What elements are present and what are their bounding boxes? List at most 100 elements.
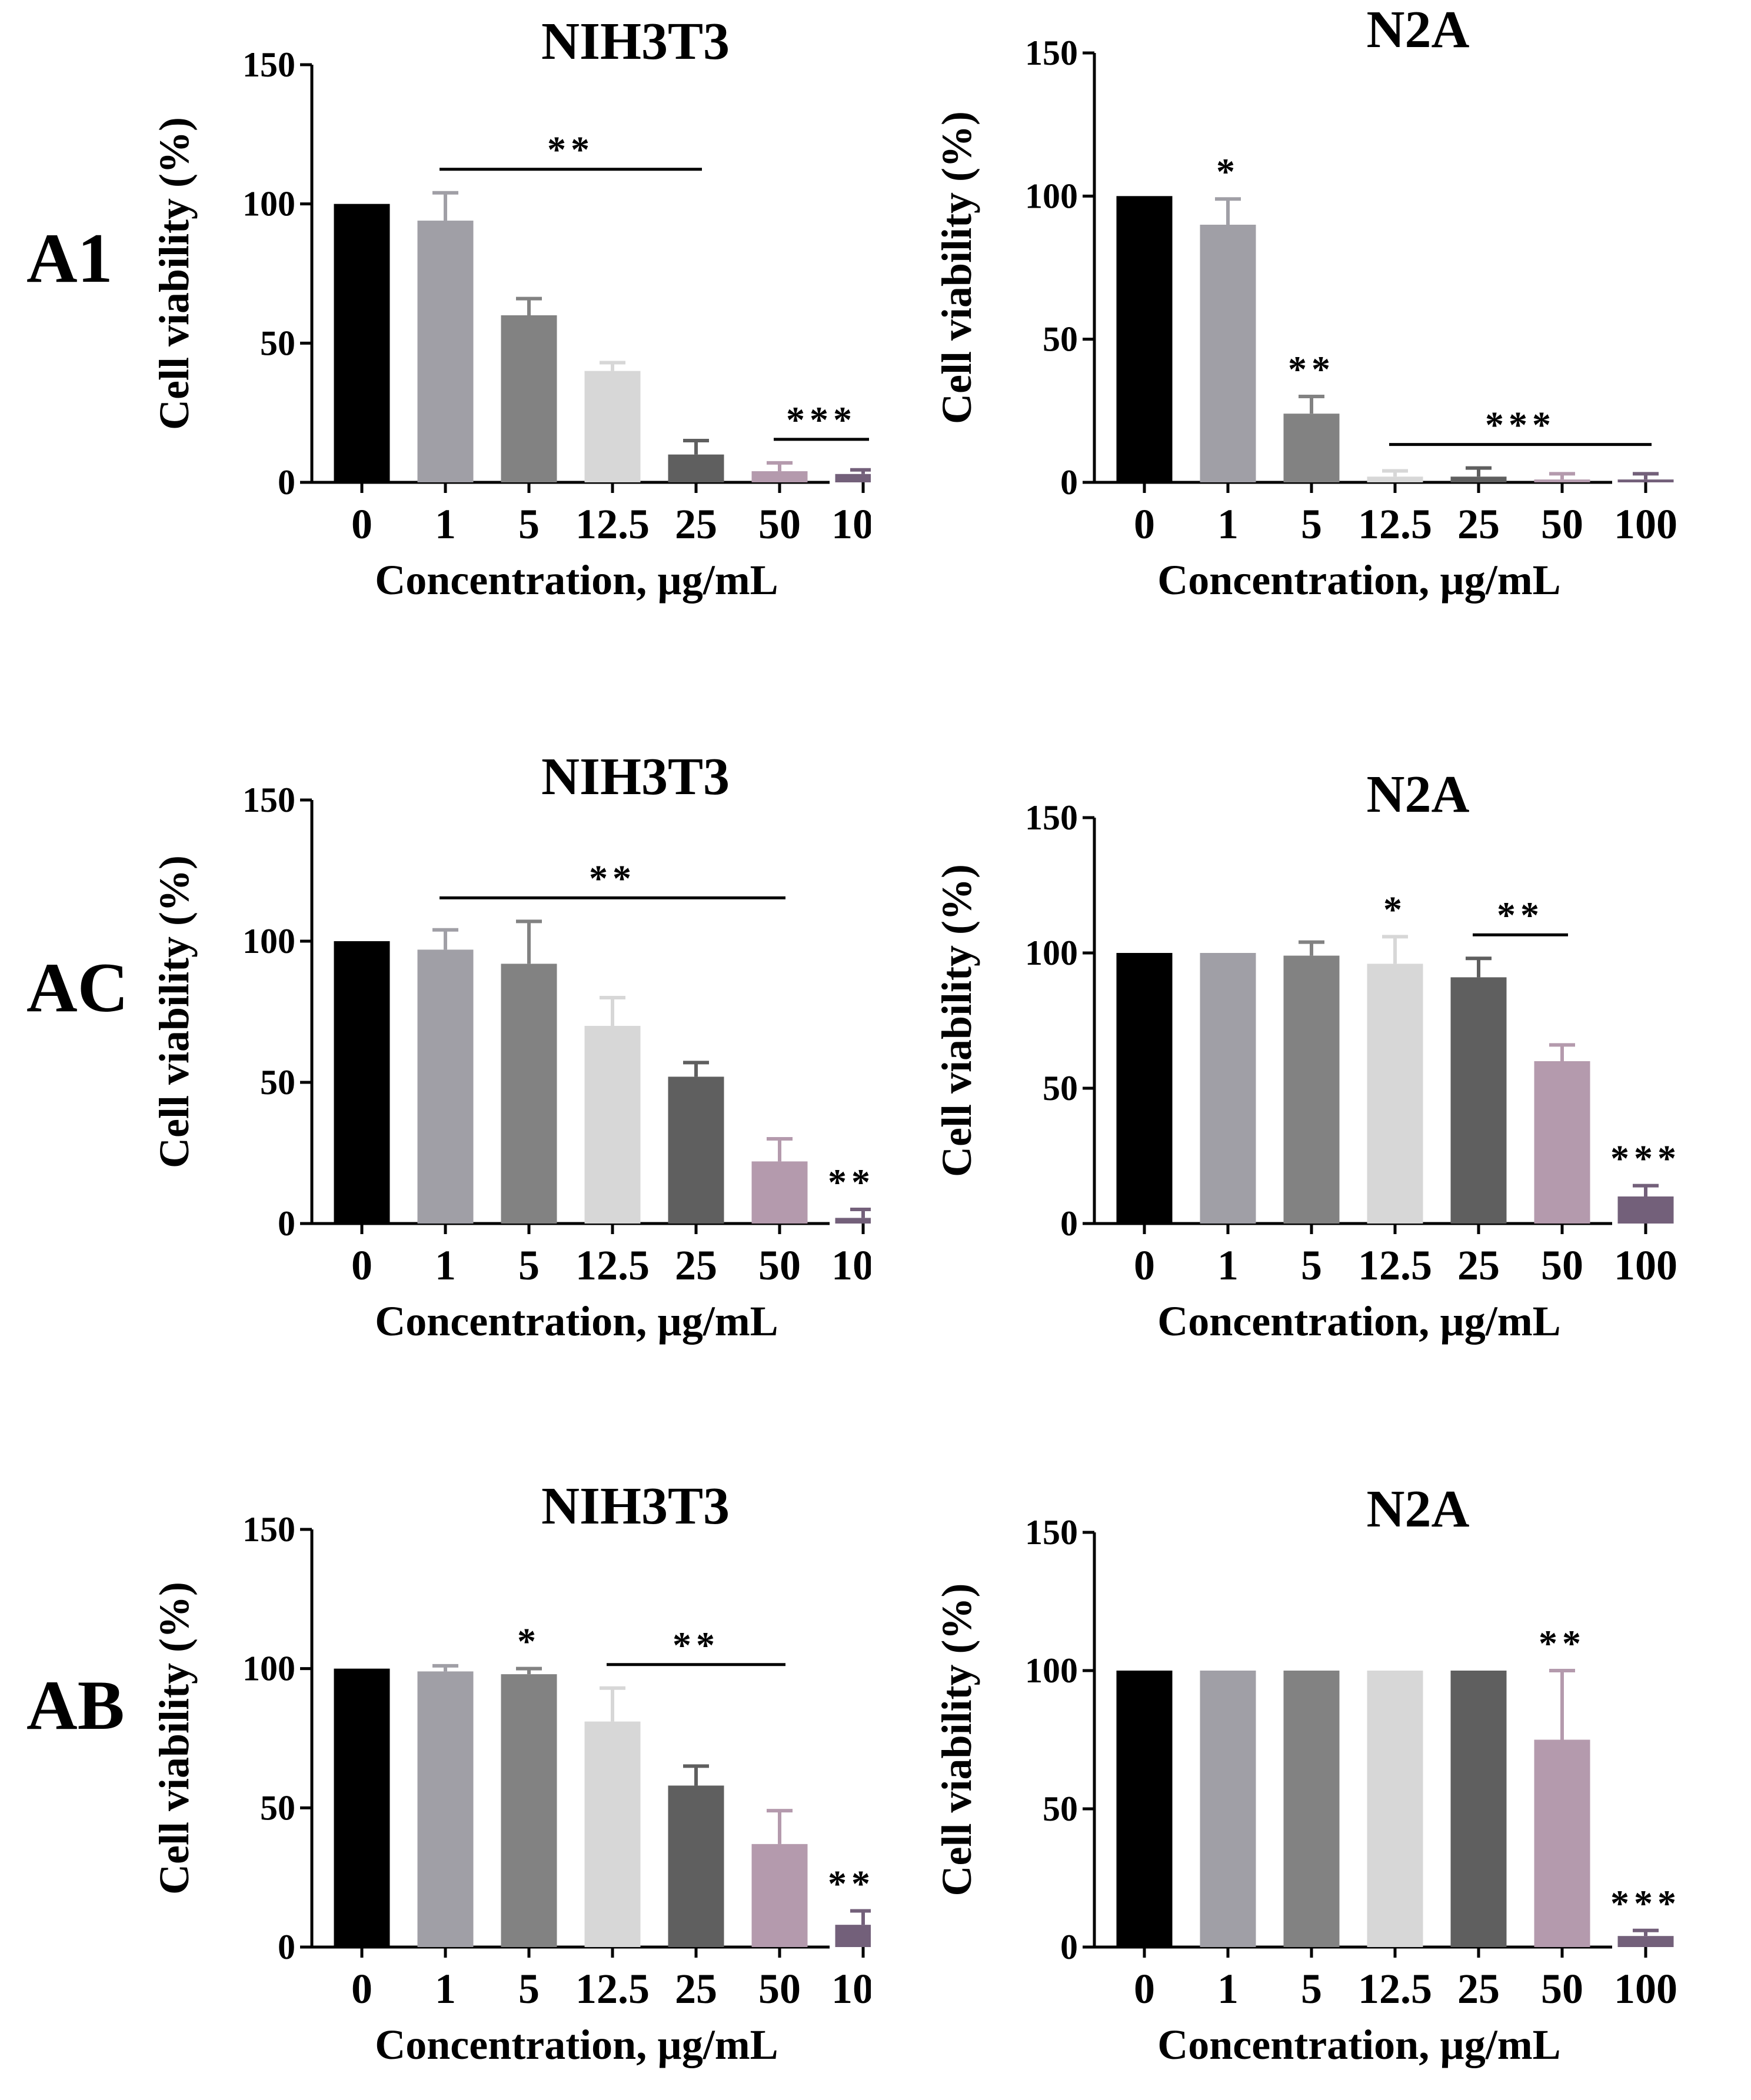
significance-marker: *: [517, 1621, 541, 1662]
bar: [584, 371, 641, 482]
y-tick-label: 50: [1043, 1069, 1078, 1108]
bar: [1116, 1671, 1173, 1947]
significance-marker: ***: [828, 1161, 871, 1203]
significance-marker: ***: [1485, 404, 1556, 446]
bar: [417, 1671, 474, 1947]
chart-panel-a1-n2a: N2A Cell viability (%) 0 50 100 150 0 1 5 12.5 25 5…: [933, 1, 1677, 604]
x-tick-label: 25: [675, 501, 717, 548]
bar: [1283, 955, 1340, 1224]
x-tick-label: 12.5: [1358, 1242, 1432, 1289]
x-tick-label: 1: [435, 501, 456, 548]
significance-marker: ***: [1610, 1882, 1681, 1924]
bar: [1116, 953, 1173, 1224]
bar: [835, 1925, 871, 1947]
x-axis-label: Concentration, µg/mL: [1157, 556, 1560, 604]
bar: [751, 1844, 808, 1947]
chart-panel-ac-n2a: N2A Cell viability (%) 0 50 100 150 0 1 5 12.5 25 5…: [933, 765, 1681, 1345]
y-tick-label: 50: [260, 1063, 295, 1102]
x-tick-label: 12.5: [575, 501, 650, 548]
chart-title: N2A: [1367, 765, 1470, 824]
y-axis-label: Cell viability (%): [933, 864, 980, 1177]
x-tick-label: 50: [1541, 1242, 1583, 1289]
x-tick-label: 25: [1457, 1242, 1500, 1289]
x-tick-label: 12.5: [1358, 501, 1432, 548]
y-tick-label: 150: [1025, 798, 1078, 837]
x-axis-label: Concentration, µg/mL: [375, 556, 778, 604]
y-tick-label: 100: [242, 1649, 295, 1688]
bar: [334, 1668, 390, 1947]
y-axis-label: Cell viability (%): [933, 111, 980, 424]
y-tick-label: 150: [242, 45, 295, 84]
y-tick-label: 100: [242, 185, 295, 224]
significance-marker: ***: [786, 399, 857, 441]
significance-marker: ***: [1610, 1138, 1681, 1179]
y-tick-label: 0: [278, 1204, 295, 1243]
x-axis-label: Concentration, µg/mL: [375, 1298, 778, 1345]
x-tick-label: 1: [1217, 1965, 1239, 2012]
x-tick-label: 5: [1301, 1242, 1322, 1289]
x-tick-label: 12.5: [1358, 1965, 1432, 2012]
x-axis-label: Concentration, µg/mL: [375, 2021, 778, 2068]
y-tick-label: 100: [242, 922, 295, 961]
bar: [751, 1161, 808, 1224]
bar: [751, 471, 808, 482]
x-tick-label: 50: [758, 501, 801, 548]
bar: [1617, 1936, 1674, 1947]
chart-title: NIH3T3: [541, 12, 730, 71]
y-tick-label: 50: [260, 324, 295, 362]
bar: [584, 1026, 641, 1224]
y-tick-label: 100: [1025, 934, 1078, 972]
bar: [1617, 479, 1674, 482]
bar: [1200, 1671, 1256, 1947]
x-tick-label: 12.5: [575, 1242, 650, 1289]
bar: [1283, 1671, 1340, 1947]
bar: [1534, 1739, 1590, 1947]
chart-title: NIH3T3: [541, 748, 730, 806]
x-axis-label: Concentration, µg/mL: [1157, 1298, 1560, 1345]
y-tick-label: 150: [1025, 34, 1078, 72]
bar: [1367, 1671, 1423, 1947]
x-tick-label: 100: [1614, 1965, 1677, 2012]
x-tick-label: 5: [518, 1242, 540, 1289]
y-tick-label: 150: [1025, 1513, 1078, 1552]
x-axis-label: Concentration, µg/mL: [1157, 2021, 1560, 2068]
y-tick-label: 50: [1043, 1789, 1078, 1828]
bar: [668, 1076, 724, 1224]
significance-marker: **: [1539, 1622, 1586, 1664]
x-tick-label: 100: [1614, 1242, 1677, 1289]
y-tick-label: 150: [242, 781, 295, 819]
bar: [1534, 1061, 1590, 1224]
row-label-a1: A1: [26, 219, 113, 297]
y-tick-label: 0: [1060, 1928, 1078, 1966]
y-tick-label: 50: [1043, 320, 1078, 359]
x-tick-label: 0: [1134, 501, 1155, 548]
bar: [1367, 476, 1423, 482]
bar: [417, 221, 474, 482]
x-tick-label: 0: [1134, 1965, 1155, 2012]
x-tick-label: 100: [831, 1242, 871, 1289]
y-tick-label: 150: [242, 1510, 295, 1549]
bar: [501, 964, 557, 1224]
bar: [334, 941, 390, 1224]
y-tick-label: 50: [260, 1788, 295, 1827]
x-tick-label: 25: [675, 1965, 717, 2012]
y-axis-label: Cell viability (%): [151, 855, 198, 1168]
x-tick-label: 50: [758, 1242, 801, 1289]
chart-panel-a1-nih3t3: NIH3T3 Cell viability (%) 0 50 100 150 0 1 5 12.5…: [151, 12, 871, 604]
bar: [1116, 196, 1173, 482]
x-tick-label: 12.5: [575, 1965, 650, 2012]
x-tick-label: 50: [758, 1965, 801, 2012]
bar: [501, 315, 557, 482]
y-axis-label: Cell viability (%): [151, 117, 198, 430]
x-tick-label: 0: [1134, 1242, 1155, 1289]
bar: [1200, 953, 1256, 1224]
bar: [668, 1785, 724, 1947]
x-tick-label: 50: [1541, 501, 1583, 548]
x-tick-label: 25: [1457, 1965, 1500, 2012]
y-tick-label: 0: [1060, 1204, 1078, 1243]
bar: [1450, 1671, 1507, 1947]
x-tick-label: 0: [351, 1242, 372, 1289]
bar: [334, 204, 390, 482]
significance-marker: **: [1497, 894, 1544, 936]
bar: [1450, 476, 1507, 482]
